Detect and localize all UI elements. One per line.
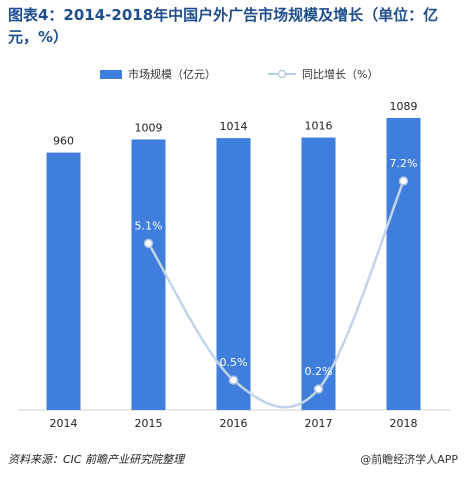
- legend-swatch-line: [268, 69, 296, 79]
- growth-point: [313, 384, 324, 394]
- growth-value-label: 5.1%: [135, 219, 163, 232]
- legend-item-growth: 同比增长（%）: [268, 66, 378, 82]
- chart-title: 图表4：2014-2018年中国户外广告市场规模及增长（单位：亿元，%）: [8, 6, 439, 46]
- bar: [131, 139, 166, 410]
- x-tick-label: 2017: [305, 417, 333, 430]
- growth-value-label: 7.2%: [390, 157, 418, 170]
- source-note: 资料来源：CIC 前瞻产业研究院整理: [8, 453, 185, 466]
- legend-label-market-size: 市场规模（亿元）: [128, 68, 216, 81]
- legend-item-market-size: 市场规模（亿元）: [100, 66, 216, 82]
- bar: [386, 118, 421, 410]
- bar: [301, 137, 336, 410]
- bar: [46, 152, 81, 410]
- x-tick-label: 2016: [220, 417, 248, 430]
- brand-watermark: @前瞻经济学人APP: [360, 453, 458, 466]
- bar-value-label: 960: [53, 135, 74, 148]
- legend: 市场规模（亿元） 同比增长（%）: [0, 64, 464, 84]
- growth-value-label: 0.5%: [220, 356, 248, 369]
- growth-line: [147, 180, 405, 409]
- growth-point: [228, 375, 239, 385]
- legend-label-growth: 同比增长（%）: [302, 68, 379, 81]
- growth-point: [143, 238, 154, 249]
- growth-value-label: 0.2%: [305, 365, 333, 378]
- x-tick-label: 2018: [390, 417, 418, 430]
- legend-swatch-bar: [100, 69, 122, 79]
- x-tick-label: 2015: [135, 417, 163, 430]
- bar: [216, 138, 251, 410]
- bar-value-label: 1089: [390, 100, 418, 113]
- bar-value-label: 1016: [305, 120, 333, 133]
- bar-value-label: 1014: [220, 120, 248, 133]
- growth-point: [398, 176, 409, 186]
- x-tick-label: 2014: [50, 417, 78, 430]
- bar-value-label: 1009: [135, 121, 163, 134]
